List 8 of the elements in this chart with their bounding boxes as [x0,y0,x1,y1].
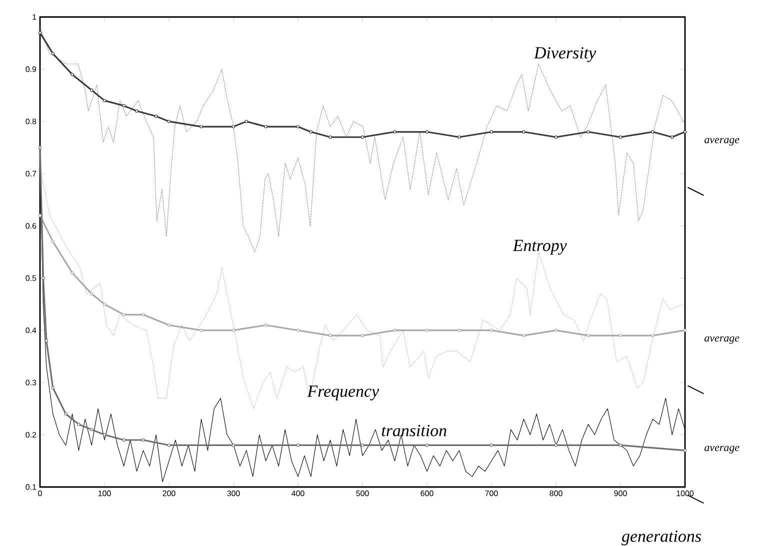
text: average [704,138,740,146]
annotation: Diversity [534,47,596,62]
annotation: Frequency [307,386,380,400]
text: average [704,446,740,454]
annotation: Entropy [512,240,567,255]
text: average [704,336,740,344]
x-axis-title: generations [622,530,701,546]
annotation: transition [382,424,446,436]
